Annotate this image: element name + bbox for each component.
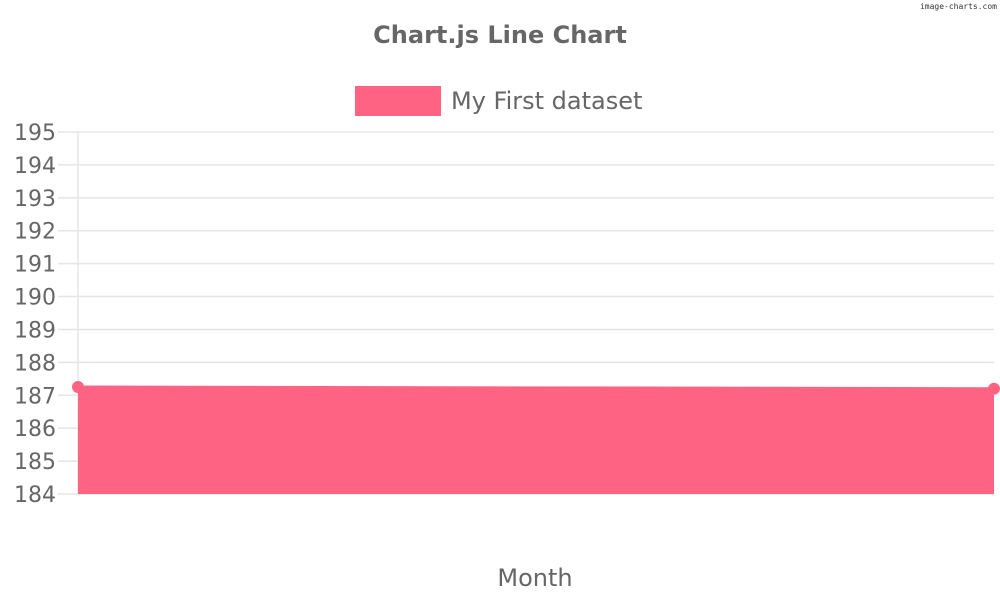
y-tick-label: 189	[14, 318, 56, 343]
watermark: image-charts.com	[920, 2, 997, 11]
y-tick-label: 190	[14, 286, 56, 311]
y-tick-label: 184	[14, 483, 56, 508]
data-point[interactable]	[988, 382, 1000, 395]
y-tick-label: 192	[14, 220, 56, 245]
y-tick-label: 188	[14, 351, 56, 376]
chart-title: Chart.js Line Chart	[373, 21, 627, 49]
legend-label[interactable]: My First dataset	[451, 87, 642, 115]
y-tick-label: 185	[14, 450, 56, 475]
y-tick-label: 193	[14, 187, 56, 212]
series-my-first-dataset	[72, 381, 1000, 494]
x-axis-label: Month	[497, 564, 572, 592]
data-point[interactable]	[72, 381, 84, 394]
y-tick-label: 194	[14, 154, 56, 179]
y-tick-label: 186	[14, 417, 56, 442]
series-area	[78, 387, 994, 494]
y-tick-label: 187	[14, 384, 56, 409]
y-tick-label: 191	[14, 253, 56, 278]
series-line	[77, 385, 995, 391]
legend-swatch[interactable]	[355, 86, 441, 116]
y-tick-label: 195	[14, 121, 56, 146]
legend[interactable]: My First dataset	[355, 86, 642, 116]
y-axis-ticks: 184 185 186 187 188 189 190 191 192 193 194 195	[14, 121, 56, 508]
